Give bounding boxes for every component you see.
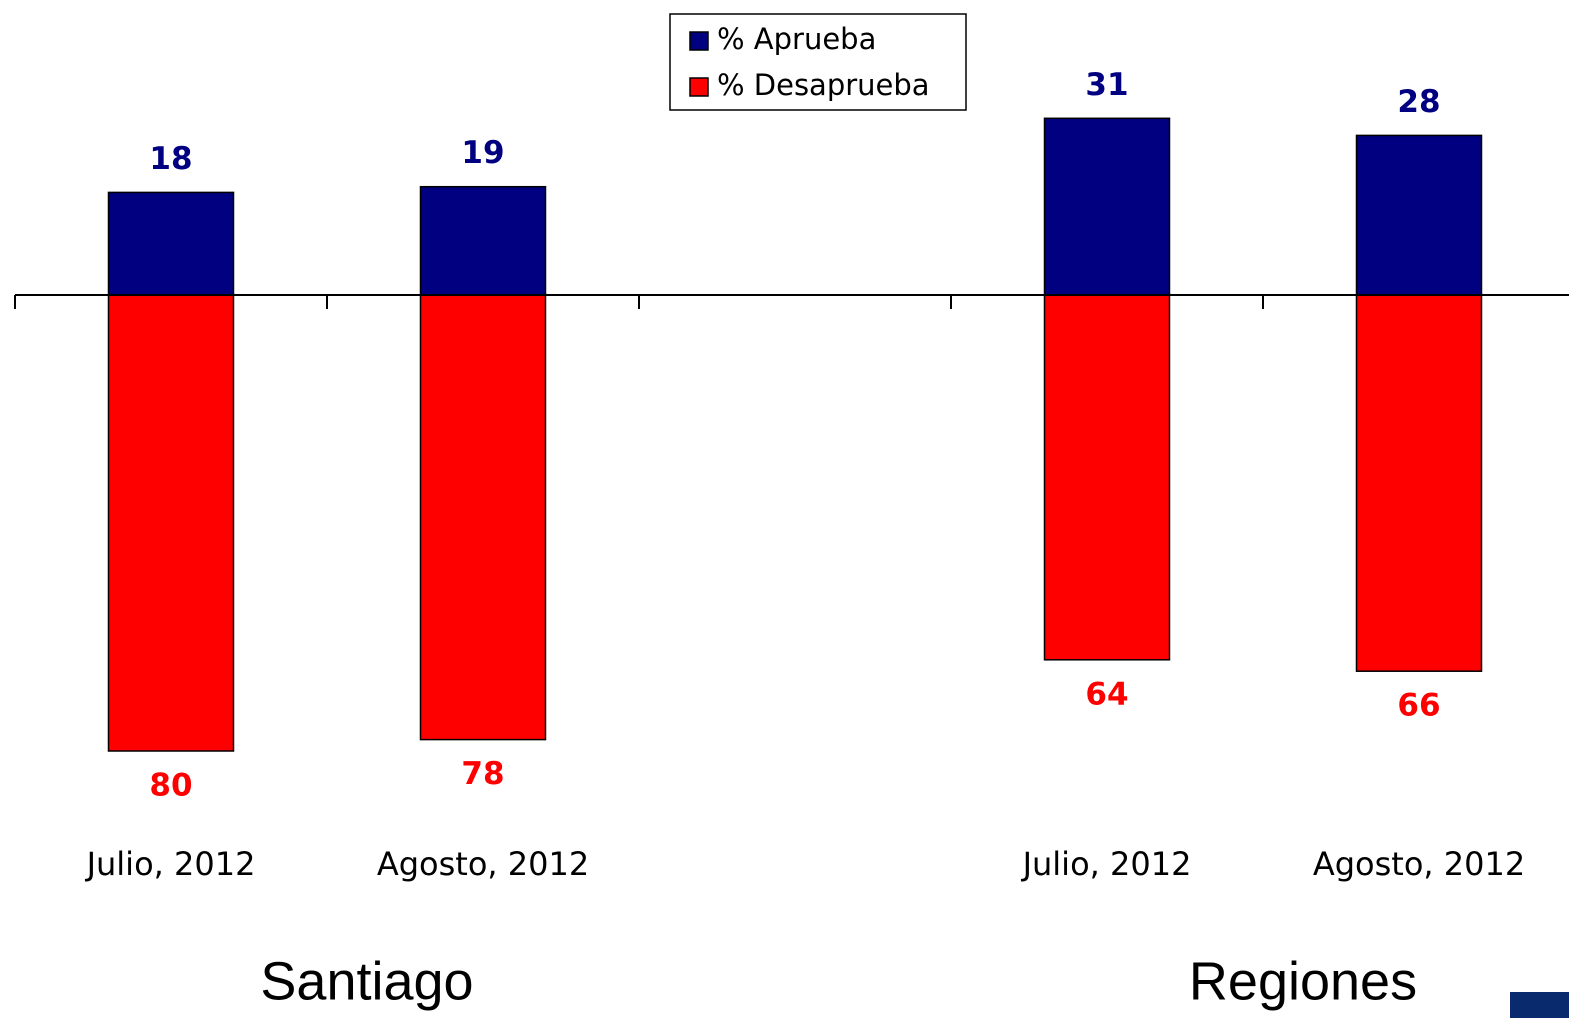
legend-swatch: [689, 77, 709, 97]
corner-decoration: [1510, 992, 1569, 1018]
value-label: 80: [149, 768, 192, 804]
x-tick-label: Julio, 2012: [85, 845, 256, 883]
bar: [1355, 294, 1483, 672]
legend-box: [669, 13, 967, 111]
bar: [419, 185, 547, 296]
bar: [107, 191, 235, 296]
group-label: Regiones: [1189, 951, 1417, 1011]
bar: [107, 294, 235, 752]
group-label: Santiago: [260, 951, 473, 1011]
x-tick-label: Julio, 2012: [1021, 845, 1192, 883]
value-label: 19: [461, 135, 504, 171]
value-label: 18: [149, 141, 192, 177]
value-label: 64: [1085, 676, 1128, 712]
value-label: 78: [461, 756, 504, 792]
value-label: 31: [1085, 67, 1128, 103]
bar: [1355, 134, 1483, 296]
legend-label: % Desaprueba: [717, 68, 930, 102]
bar: [1043, 117, 1171, 296]
bar: [1043, 294, 1171, 661]
legend-swatch: [689, 31, 709, 51]
legend-label: % Aprueba: [717, 22, 876, 56]
value-label: 28: [1397, 84, 1440, 120]
x-tick-label: Agosto, 2012: [1313, 845, 1525, 883]
bar: [419, 294, 547, 741]
x-tick-label: Agosto, 2012: [377, 845, 589, 883]
value-label: 66: [1397, 688, 1440, 724]
